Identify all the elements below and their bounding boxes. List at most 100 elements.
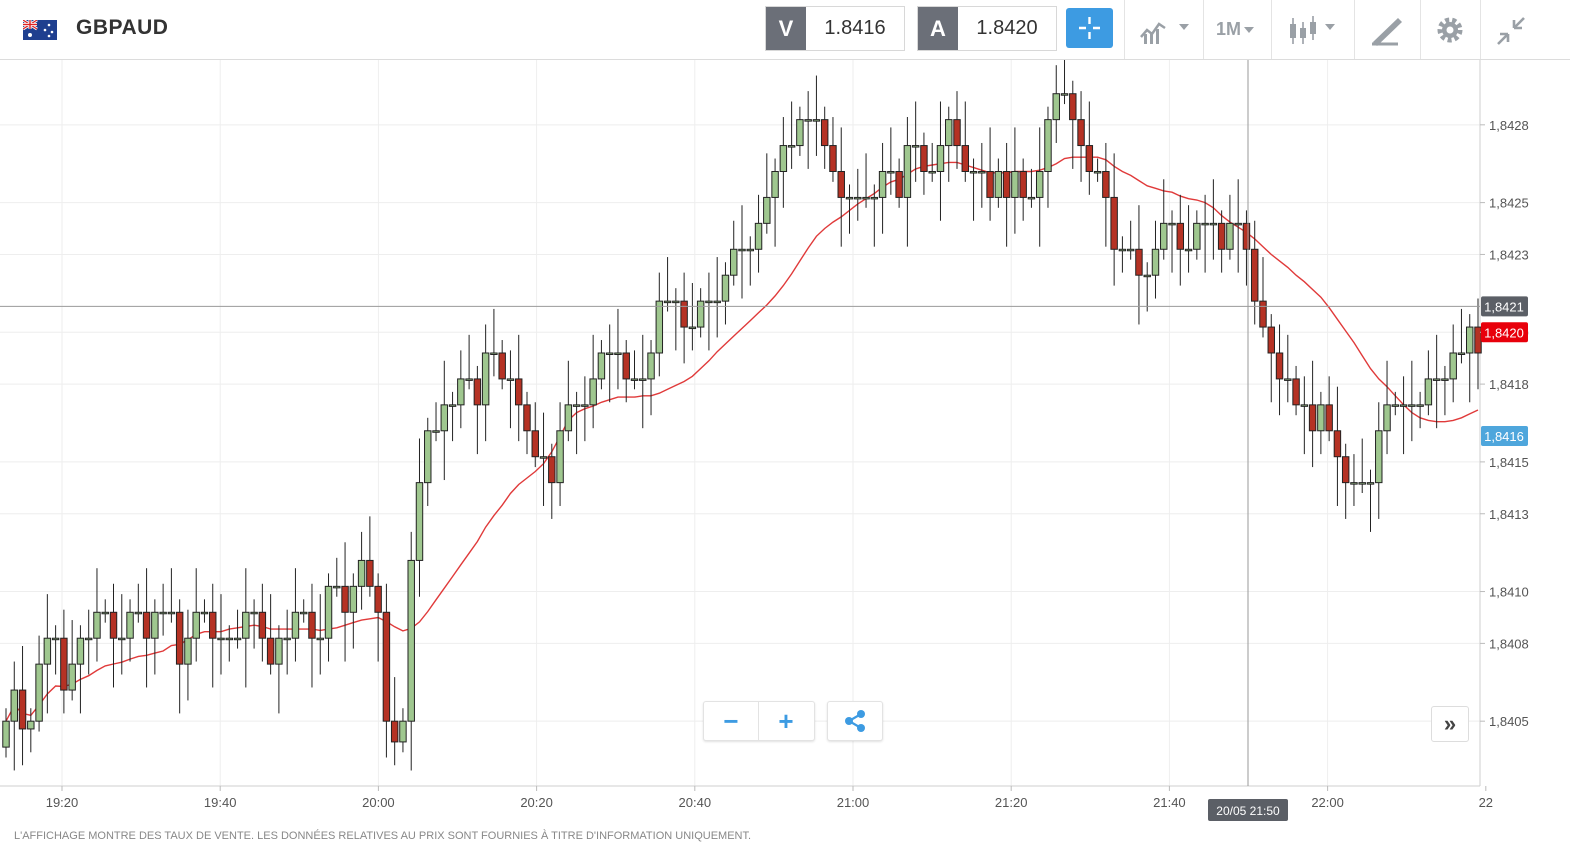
candle-body <box>1027 196 1036 200</box>
price-markers: 1,8421 20/05 21:50 1,8420 1,8416 <box>1208 296 1528 821</box>
candle-up <box>1366 469 1375 532</box>
buy-price-box[interactable]: A 1.8420 <box>917 6 1057 51</box>
candle-body <box>688 326 697 330</box>
candle-up <box>448 391 457 442</box>
candle-body <box>1052 93 1060 121</box>
candle-body <box>1300 404 1309 407</box>
settings-button[interactable] <box>1433 10 1467 48</box>
candle-up <box>233 609 242 649</box>
candle-body <box>754 222 763 250</box>
crosshair-button[interactable] <box>1066 8 1113 48</box>
candle-body <box>1408 404 1416 407</box>
candle-body <box>1226 222 1234 250</box>
candle-body <box>854 196 862 200</box>
candle-down <box>548 443 556 519</box>
candle-up <box>779 117 788 208</box>
candle-body <box>1135 248 1143 276</box>
indicators-button[interactable] <box>1137 10 1197 48</box>
candle-up <box>68 620 76 701</box>
candle-body <box>1358 482 1366 485</box>
candle-up <box>969 158 978 221</box>
x-tick-label: 19:20 <box>46 795 79 810</box>
timeframe-select[interactable]: 1M <box>1216 19 1255 40</box>
candle-body <box>829 145 837 172</box>
candle-body <box>324 585 333 639</box>
collapse-icon <box>1497 17 1525 45</box>
candle-up <box>424 417 432 506</box>
candle-body <box>1019 170 1027 198</box>
candle-body <box>1077 119 1085 147</box>
candle-body <box>490 352 498 355</box>
scroll-forward-button[interactable]: » <box>1431 706 1469 742</box>
buy-label: A <box>918 7 958 50</box>
candle-up <box>457 350 465 429</box>
candle-up <box>655 272 664 377</box>
candle-body <box>1267 326 1275 354</box>
candle-body <box>457 378 465 406</box>
candle-body <box>961 145 970 172</box>
zoom-out-button[interactable]: − <box>704 702 759 740</box>
candle-body <box>266 637 275 665</box>
candle-body <box>1118 248 1127 252</box>
indicators-icon <box>1140 22 1189 44</box>
collapse-button[interactable] <box>1494 10 1528 48</box>
candle-body <box>763 196 771 224</box>
candle-up <box>936 101 945 221</box>
candle-up <box>316 594 324 675</box>
candle-up <box>796 106 804 156</box>
candle-up <box>994 158 1003 208</box>
crosshair-icon <box>1079 17 1100 39</box>
candle-down <box>1308 360 1317 468</box>
candle-down <box>498 340 506 390</box>
candle-body <box>738 248 746 252</box>
candle-up <box>696 288 705 338</box>
share-button[interactable] <box>827 701 883 741</box>
time-axis: 19:20 19:40 20:00 20:20 20:40 21:00 21:20 21:40… <box>46 786 1493 810</box>
candle-body <box>1160 222 1168 250</box>
y-tick-label: 1,8413 <box>1489 507 1529 522</box>
candle-down <box>473 365 482 455</box>
drawing-tools-button[interactable] <box>1368 10 1408 48</box>
candle-up <box>10 661 18 771</box>
candle-body <box>498 352 506 380</box>
zoom-in-button[interactable]: + <box>778 706 794 736</box>
candle-body <box>862 196 870 200</box>
chart-type-button[interactable] <box>1285 10 1345 48</box>
candle-up <box>887 127 895 195</box>
candle-body <box>1002 170 1011 198</box>
candle-body <box>1259 300 1267 328</box>
sell-price-box[interactable]: V 1.8416 <box>765 6 905 51</box>
candle-up <box>1035 127 1044 247</box>
candle-up <box>1160 179 1168 260</box>
candle-body <box>705 300 713 304</box>
candle-up <box>118 594 126 675</box>
sell-price-marker-label: 1,8420 <box>1484 325 1524 340</box>
candle-body <box>43 637 52 665</box>
candle-body <box>465 378 473 381</box>
candle-body <box>142 611 151 639</box>
candle-up <box>1118 236 1127 273</box>
candle-body <box>581 404 589 407</box>
price-chart[interactable]: 1,84281,84251,84231,84201,84181,84151,84… <box>0 60 1570 839</box>
candle-down <box>953 91 961 169</box>
candle-up <box>688 282 697 351</box>
candle-down <box>308 583 316 688</box>
candle-body <box>564 404 573 432</box>
candle-body <box>1284 378 1292 381</box>
candle-body <box>1391 404 1400 407</box>
y-tick-label: 1,8405 <box>1489 714 1529 729</box>
candle-up <box>1044 106 1052 208</box>
candle-down <box>1341 443 1350 519</box>
zoom-controls: − + <box>703 701 815 741</box>
candle-body <box>986 170 994 198</box>
candle-down <box>1110 153 1118 286</box>
candle-body <box>1110 196 1118 250</box>
candle-body <box>1457 352 1466 355</box>
candle-down <box>341 542 349 662</box>
candle-body <box>1341 456 1350 484</box>
candle-down <box>1085 101 1094 195</box>
candle-body <box>953 119 961 147</box>
candle-body <box>1399 404 1408 407</box>
candle-down <box>523 391 531 455</box>
candle-body <box>920 145 928 172</box>
